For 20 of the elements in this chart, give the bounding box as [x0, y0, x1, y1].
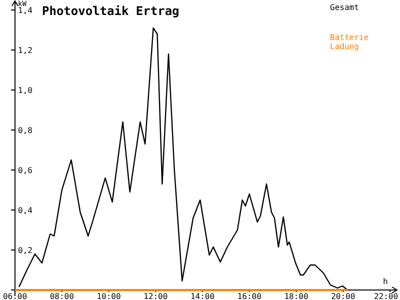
x-tick-label: 20:00 — [331, 292, 356, 300]
x-tick-label: 18:00 — [284, 292, 308, 300]
text: Batterie Ladung — [330, 33, 369, 51]
x-tick-label: 08:00 — [50, 292, 74, 300]
x-tick-label: 12:00 — [144, 292, 168, 300]
y-tick-label: 1,2 — [18, 46, 33, 55]
x-tick-label: 22:00 — [374, 292, 398, 300]
x-tick-label: 06:00 — [2, 292, 28, 300]
y-tick-label: 1,4 — [18, 6, 33, 15]
y-tick-label: 0,6 — [18, 166, 33, 175]
text: Gesamt — [330, 3, 360, 12]
x-tick-label: 16:00 — [237, 292, 262, 300]
x-tick-label: 14:00 — [190, 292, 215, 300]
y-tick-label: 1,0 — [18, 86, 33, 95]
y-tick-label: 0,2 — [18, 246, 33, 255]
chart-title: Photovoltaik Ertrag — [42, 4, 180, 18]
x-tick-label: 10:00 — [96, 292, 121, 300]
x-axis-title: h — [383, 277, 388, 286]
y-tick-label: 0,8 — [18, 126, 33, 135]
y-tick-label: 0,4 — [18, 206, 33, 215]
